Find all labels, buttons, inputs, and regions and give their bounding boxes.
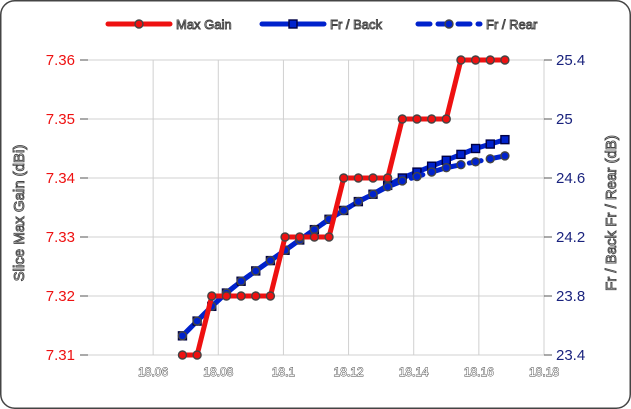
data-point bbox=[397, 176, 408, 186]
data-point bbox=[280, 232, 290, 242]
legend-marker bbox=[134, 19, 144, 29]
data-point bbox=[236, 291, 246, 301]
data-point bbox=[192, 350, 202, 360]
data-point bbox=[470, 157, 481, 167]
y-tick-label-right: 25 bbox=[556, 111, 573, 128]
y-tick-label-right: 23.4 bbox=[556, 347, 585, 364]
data-point bbox=[500, 134, 510, 145]
data-point bbox=[500, 151, 510, 161]
data-point bbox=[485, 154, 495, 164]
x-tick-label: 18.16 bbox=[464, 365, 494, 379]
x-tick-label: 18.18 bbox=[529, 365, 559, 379]
legend-label: Fr / Back bbox=[330, 17, 383, 32]
data-point bbox=[338, 205, 349, 216]
x-tick-label: 18.08 bbox=[203, 365, 233, 379]
data-point bbox=[192, 316, 202, 326]
data-point bbox=[382, 182, 393, 192]
data-point bbox=[382, 173, 393, 183]
data-point bbox=[441, 114, 451, 124]
legend-marker bbox=[444, 19, 454, 29]
data-point bbox=[177, 331, 188, 341]
y-tick-label-left: 7.35 bbox=[46, 111, 75, 128]
y-tick-label-left: 7.34 bbox=[46, 170, 75, 187]
x-tick-label: 18.1 bbox=[272, 365, 296, 379]
data-point bbox=[368, 189, 378, 199]
data-point bbox=[251, 291, 261, 301]
data-point bbox=[221, 291, 232, 301]
data-point bbox=[426, 167, 437, 177]
x-tick-label: 18.14 bbox=[399, 365, 429, 379]
y-tick-label-left: 7.32 bbox=[46, 288, 75, 305]
grid-lines bbox=[80, 59, 552, 356]
data-point bbox=[207, 291, 217, 301]
y-tick-label-left: 7.36 bbox=[46, 52, 75, 69]
data-point bbox=[441, 162, 451, 173]
data-point bbox=[295, 232, 305, 242]
y-tick-label-right: 24.2 bbox=[556, 229, 585, 246]
data-point bbox=[324, 232, 334, 242]
tick-labels: 18.06 18.08 18.1 18.12 18.14 18.16 18.18 7.31 7.… bbox=[46, 52, 585, 379]
y-tick-label-right: 25.4 bbox=[556, 52, 585, 69]
series-layer bbox=[177, 55, 510, 360]
data-point bbox=[456, 149, 466, 160]
data-point bbox=[412, 171, 422, 182]
y-tick-label-left: 7.31 bbox=[46, 347, 75, 364]
data-point bbox=[456, 55, 466, 65]
data-point bbox=[470, 55, 481, 65]
y-tick-label-left: 7.33 bbox=[46, 229, 75, 246]
data-point bbox=[353, 196, 364, 207]
x-tick-label: 18.06 bbox=[138, 365, 168, 379]
data-point bbox=[485, 55, 495, 65]
data-point bbox=[309, 232, 320, 242]
series-max-gain bbox=[177, 55, 510, 360]
y-axis-label-right: Fr / Back Fr / Rear (dB) bbox=[603, 135, 620, 291]
data-point bbox=[397, 114, 408, 124]
data-point bbox=[500, 55, 510, 65]
y-axis-label-left: Slice Max Gain (dBi) bbox=[11, 145, 28, 282]
legend: Max Gain Fr / Back Fr / Rear bbox=[105, 17, 538, 32]
data-point bbox=[236, 276, 246, 286]
legend-label: Fr / Rear bbox=[486, 17, 538, 32]
data-point bbox=[485, 139, 495, 149]
data-point bbox=[251, 266, 261, 276]
data-point bbox=[470, 143, 481, 154]
y-tick-label-right: 24.6 bbox=[556, 170, 585, 187]
data-point bbox=[265, 291, 276, 301]
data-point bbox=[338, 173, 349, 183]
data-point bbox=[368, 173, 378, 183]
data-point bbox=[177, 350, 188, 360]
data-point bbox=[456, 160, 466, 170]
data-point bbox=[265, 255, 276, 266]
y-tick-label-right: 23.8 bbox=[556, 288, 585, 305]
legend-marker bbox=[288, 19, 298, 29]
data-point bbox=[412, 114, 422, 124]
legend-label: Max Gain bbox=[176, 17, 232, 32]
data-point bbox=[426, 114, 437, 124]
x-tick-label: 18.12 bbox=[334, 365, 364, 379]
data-point bbox=[353, 173, 364, 183]
